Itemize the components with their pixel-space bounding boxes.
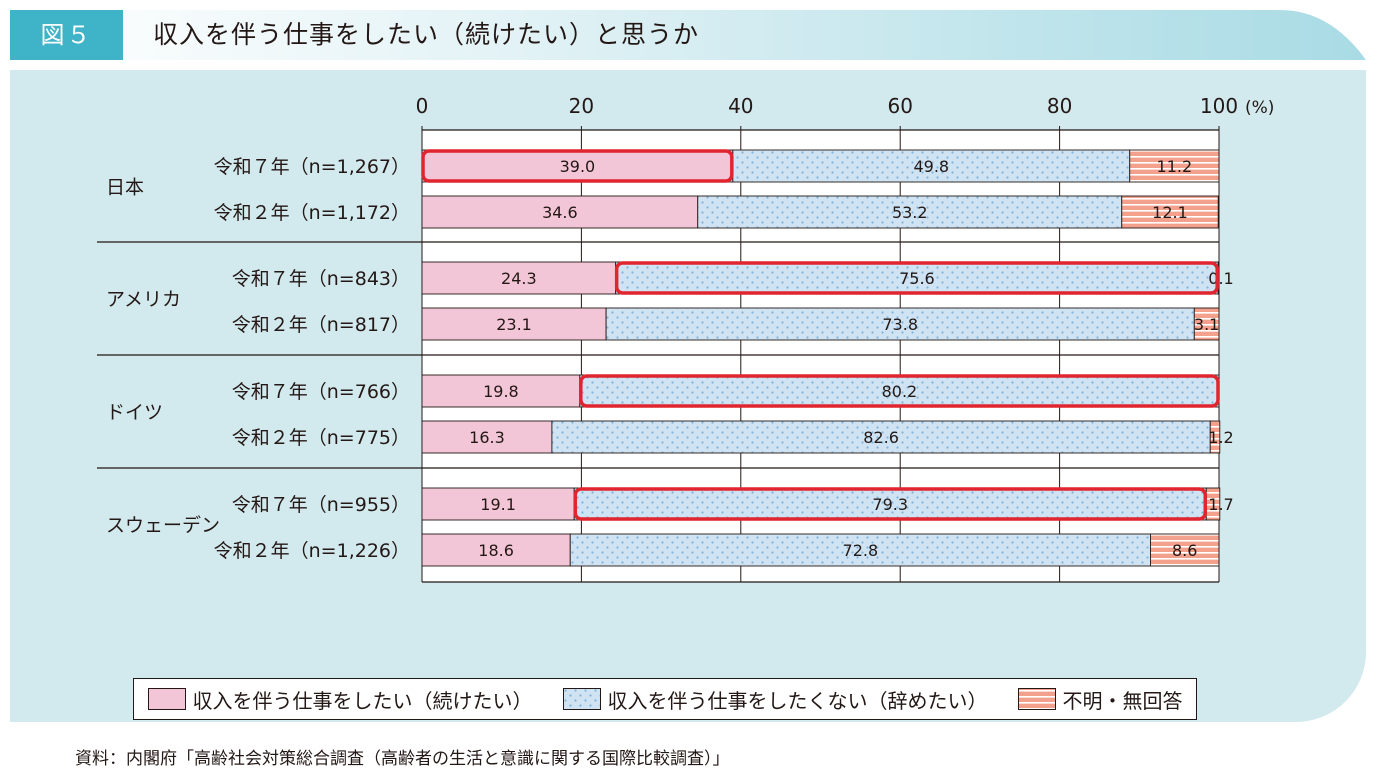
country-label: ドイツ (106, 402, 163, 424)
legend-swatch-not-want (562, 688, 601, 710)
bar-segment-not-want (605, 307, 1195, 341)
data-label: 11.2 (1157, 157, 1193, 176)
bar-segment-want (421, 420, 553, 454)
bar-segment-want (421, 149, 734, 183)
legend-label-not-want: 収入を伴う仕事をしたくない（辞めたい） (607, 688, 988, 713)
data-label: 18.6 (478, 541, 514, 560)
figure-label: 図５ (10, 10, 123, 60)
row-label: 令和７年（n=1,267） (214, 156, 410, 178)
country-label: スウェーデン (106, 515, 220, 537)
row-label: 令和７年（n=955） (232, 494, 410, 516)
bar-segment-unknown (1129, 149, 1220, 183)
x-unit-label: (%) (1245, 98, 1274, 118)
header-band (10, 10, 1366, 60)
x-tick-label: 40 (728, 94, 753, 118)
data-label: 16.3 (469, 428, 505, 447)
bar-segment-not-want (579, 374, 1220, 408)
row-label: 令和２年（n=1,172） (214, 202, 410, 224)
data-label: 80.2 (882, 382, 918, 401)
bar-segment-want (421, 261, 617, 295)
data-label: 39.0 (560, 157, 596, 176)
highlight-box (421, 149, 734, 183)
row-label: 令和２年（n=817） (232, 314, 410, 336)
legend-swatch-want (147, 688, 186, 710)
x-tick-label: 60 (887, 94, 912, 118)
data-label: 3.1 (1194, 315, 1219, 334)
data-label: 79.3 (872, 495, 908, 514)
legend-item-want: 収入を伴う仕事をしたい（続けたい） (147, 685, 533, 714)
data-label: 19.1 (480, 495, 516, 514)
data-label: 19.8 (483, 382, 519, 401)
data-label: 12.1 (1152, 203, 1188, 222)
x-tick-label: 0 (416, 94, 429, 118)
data-label: 72.8 (843, 541, 879, 560)
highlight-box (573, 487, 1207, 521)
bar-segment-want (421, 307, 607, 341)
x-tick-label: 100 (1200, 94, 1238, 118)
stacked-bar-chart: 0 20 40 60 80 100 (%) 日本 令和７年（n=1,267） 39.0 49.8 11… (97, 94, 1274, 583)
highlight-box (614, 261, 1219, 295)
data-label: 82.6 (863, 428, 899, 447)
data-label: 23.1 (496, 315, 532, 334)
bar-segment-unknown (1121, 195, 1219, 229)
data-label: 75.6 (899, 269, 935, 288)
x-tick-label: 20 (569, 94, 594, 118)
legend-swatch-unknown (1017, 688, 1056, 710)
figure-title: 収入を伴う仕事をしたい（続けたい）と思うか (153, 20, 700, 49)
data-label: 1.2 (1208, 428, 1233, 447)
country-label: アメリカ (106, 289, 181, 311)
data-label: 49.8 (913, 157, 949, 176)
bar-segment-want (421, 487, 575, 521)
data-label: 1.7 (1208, 495, 1233, 514)
data-label: 8.6 (1172, 541, 1197, 560)
data-label: 0.1 (1208, 269, 1233, 288)
bar-segment-unknown (1193, 307, 1220, 341)
x-tick-label: 80 (1047, 94, 1072, 118)
data-label: 34.6 (542, 203, 578, 222)
row-label: 令和２年（n=775） (232, 427, 410, 449)
row-label: 令和２年（n=1,226） (214, 540, 410, 562)
row-label: 令和７年（n=843） (232, 268, 410, 290)
bar-segment-not-want (551, 420, 1211, 454)
row-label: 令和７年（n=766） (232, 381, 410, 403)
data-label: 24.3 (501, 269, 537, 288)
legend-label-unknown: 不明・無回答 (1062, 688, 1183, 713)
legend-item-unknown: 不明・無回答 (1017, 685, 1183, 714)
country-label: 日本 (106, 177, 144, 199)
data-label: 73.8 (882, 315, 918, 334)
data-label: 53.2 (892, 203, 928, 222)
bar-segment-unknown (1209, 420, 1221, 454)
legend-item-not-want: 収入を伴う仕事をしたくない（辞めたい） (562, 685, 988, 714)
bar-segment-want (421, 374, 581, 408)
chart-legend: 収入を伴う仕事をしたい（続けたい） 収入を伴う仕事をしたくない（辞めたい） 不明… (133, 678, 1197, 720)
bar-segment-unknown (1150, 533, 1220, 567)
source-note: 資料：内閣府「高齢社会対策総合調査（高齢者の生活と意識に関する国際比較調査）」 (75, 749, 730, 769)
bar-segment-not-want (569, 533, 1151, 567)
chart-panel: 0 20 40 60 80 100 (%) 日本 令和７年（n=1,267） 39.0 49.8 11… (10, 70, 1366, 769)
highlight-box (579, 374, 1220, 408)
legend-label-want: 収入を伴う仕事をしたい（続けたい） (192, 688, 533, 713)
figure: 図５ 収入を伴う仕事をしたい（続けたい）と思うか 0 20 40 60 80 100 (%)… (10, 10, 1366, 769)
